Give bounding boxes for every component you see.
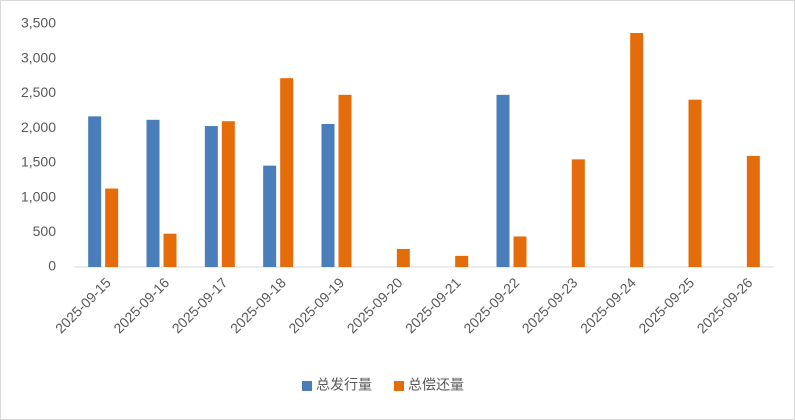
y-tick-label: 0 — [48, 258, 56, 274]
bar — [746, 155, 760, 267]
bar — [146, 119, 160, 267]
bar — [280, 78, 294, 267]
legend-swatch — [302, 381, 312, 391]
bar — [455, 255, 469, 267]
y-tick-label: 1,000 — [21, 188, 56, 204]
bar — [163, 233, 177, 267]
legend-swatch — [394, 381, 404, 391]
y-tick-label: 500 — [33, 223, 57, 239]
bar — [321, 123, 335, 267]
y-tick-label: 2,000 — [21, 119, 56, 135]
bar — [513, 236, 527, 267]
bar — [221, 121, 235, 267]
y-tick-label: 2,500 — [21, 84, 56, 100]
bar — [496, 94, 510, 268]
y-tick-label: 3,000 — [21, 49, 56, 65]
legend-label: 总偿还量 — [408, 377, 464, 393]
bar — [571, 159, 585, 267]
bar — [204, 126, 218, 267]
bar — [88, 116, 102, 267]
bar — [338, 94, 352, 268]
bar — [396, 248, 410, 267]
y-tick-label: 1,500 — [21, 154, 56, 170]
legend-label: 总发行量 — [316, 377, 372, 393]
y-tick-label: 3,500 — [21, 15, 56, 31]
bar — [630, 33, 644, 268]
bar — [688, 99, 702, 267]
bar — [105, 188, 119, 267]
bar — [263, 165, 277, 267]
